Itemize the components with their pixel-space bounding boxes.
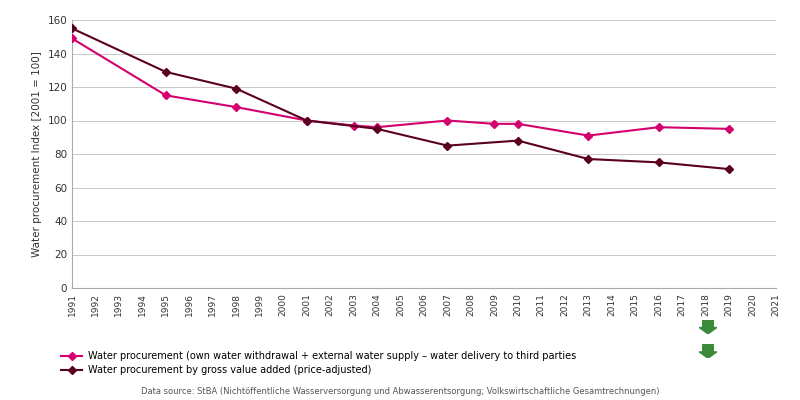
Text: Data source: StBA (Nichtöffentliche Wasserversorgung und Abwasserentsorgung; Vol: Data source: StBA (Nichtöffentliche Wass… xyxy=(141,387,659,396)
Y-axis label: Water procurement Index [2001 = 100]: Water procurement Index [2001 = 100] xyxy=(32,51,42,257)
Polygon shape xyxy=(699,320,717,334)
Polygon shape xyxy=(699,344,717,358)
Legend: Water procurement (own water withdrawal + external water supply – water delivery: Water procurement (own water withdrawal … xyxy=(61,351,576,375)
